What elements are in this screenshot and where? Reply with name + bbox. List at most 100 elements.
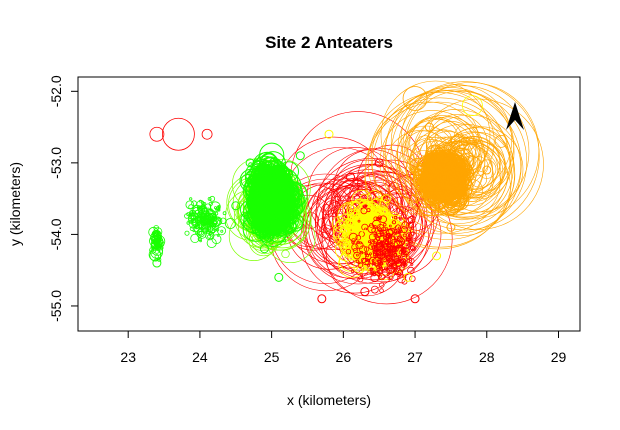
data-point [390,81,540,231]
data-point [356,240,360,244]
green-cloud [239,142,308,247]
data-point [410,262,414,266]
data-point [364,101,513,250]
red-small-cloud [345,207,417,294]
data-point [372,252,379,258]
data-point [394,230,398,234]
data-point [394,257,400,264]
data-point [319,224,333,239]
data-point [459,194,465,199]
data-point [436,158,451,173]
data-point [385,254,393,262]
data-point [430,154,436,161]
data-point [374,213,378,217]
data-point [360,207,368,215]
data-point [372,250,377,255]
chart-title: Site 2 Anteaters [265,33,393,52]
data-point [379,282,385,288]
data-point [375,250,384,258]
data-point [398,240,404,246]
data-point [379,266,384,271]
data-point [374,231,378,235]
data-point [370,239,376,245]
data-point [357,262,364,268]
data-point [394,246,398,250]
data-point [386,265,396,274]
data-point [364,252,368,256]
data-point [355,253,359,257]
data-point [459,170,463,174]
data-point [379,274,382,278]
data-point [363,246,370,252]
data-point [350,269,355,274]
data-point [454,134,471,151]
data-point [414,140,511,236]
data-point [372,257,382,266]
data-point [440,194,444,198]
data-point [389,248,396,255]
data-point [351,189,373,211]
data-point [391,263,398,270]
data-point [373,225,378,230]
data-point [420,181,426,186]
data-point [407,215,416,224]
data-point [343,243,349,250]
data-point [368,256,377,265]
data-point [357,219,361,223]
data-point [386,229,394,237]
data-point [401,221,410,230]
data-point [300,184,409,294]
data-point [355,234,362,241]
data-point [368,222,374,228]
data-point [439,193,449,204]
data-point [357,211,373,228]
data-point [385,248,389,252]
data-point [412,98,544,230]
data-point [281,249,290,259]
data-point [383,222,387,227]
data-point [407,234,411,238]
data-point [409,275,416,282]
data-point [379,240,384,244]
data-point [351,243,359,251]
data-point [382,213,395,226]
data-point [324,200,341,217]
data-point [407,221,414,228]
data-point [379,232,384,237]
data-point [359,202,374,216]
data-point [384,240,389,245]
data-point [402,82,540,220]
data-point [367,92,511,235]
data-point [370,101,486,217]
data-point [357,276,364,283]
data-point [388,275,394,281]
data-point [391,220,396,225]
data-point [451,192,466,207]
data-point [381,226,387,232]
data-point [347,227,356,236]
data-point [375,217,380,221]
data-point [357,225,361,229]
data-point [445,175,462,192]
plot-area [148,80,544,305]
data-point [424,187,448,211]
data-point [370,212,374,216]
data-point [449,143,453,147]
data-point [405,217,413,225]
data-point [397,85,530,218]
data-point [360,273,364,277]
data-point [450,134,468,151]
data-point [398,264,405,271]
data-point [385,243,389,247]
data-point [448,185,452,189]
data-point [393,215,398,220]
data-point [450,159,464,172]
data-point [398,216,403,221]
data-point [364,97,515,248]
data-point [359,241,362,245]
data-point [378,273,386,281]
data-point [407,237,412,242]
data-point [347,209,360,222]
